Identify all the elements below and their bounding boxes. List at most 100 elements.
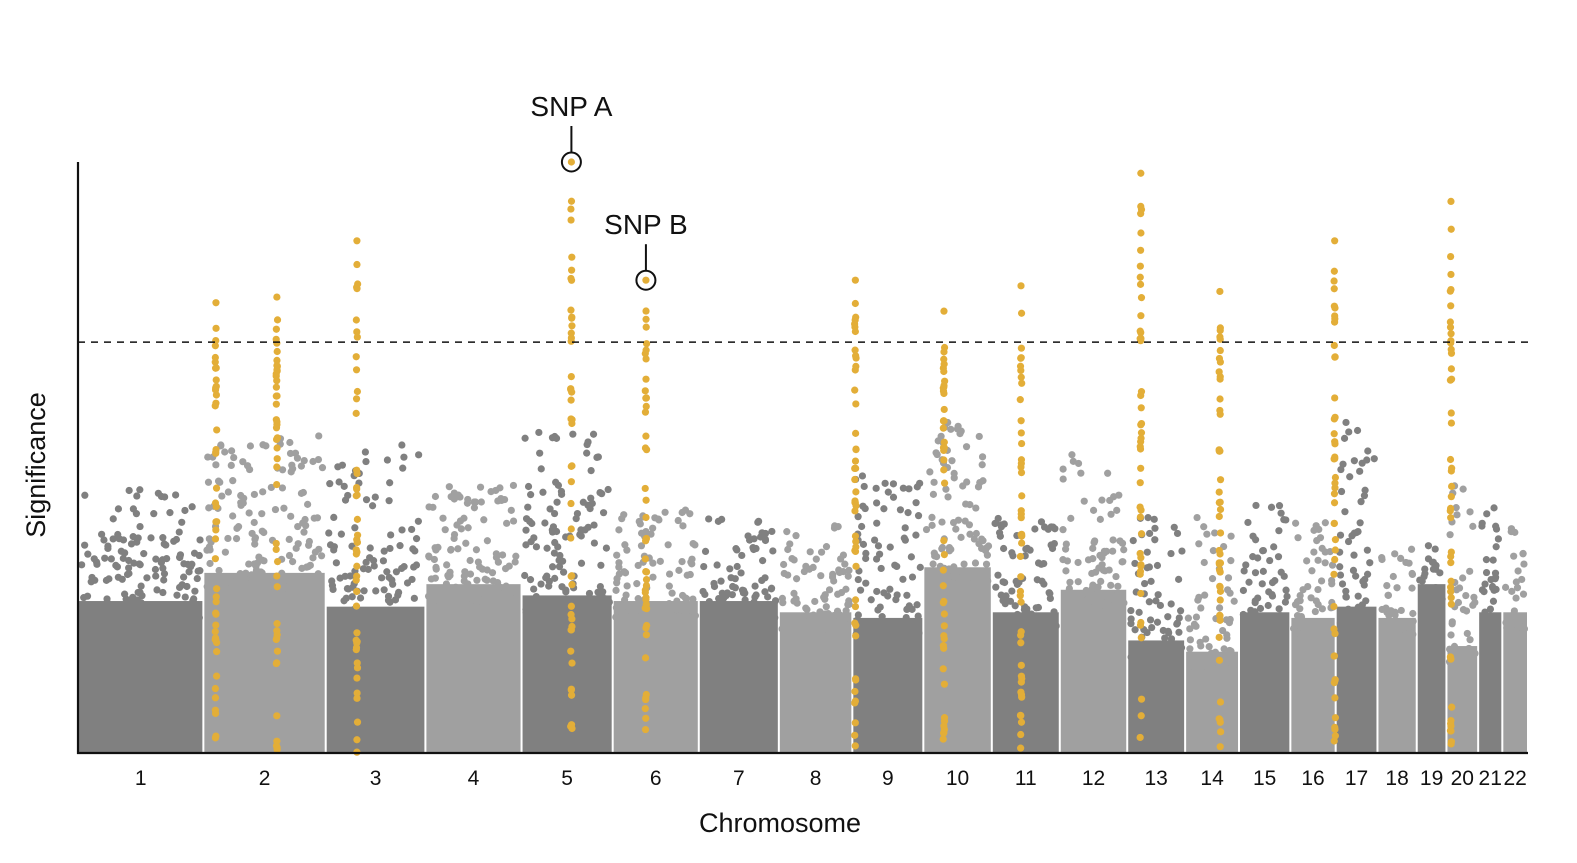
snp-point [537, 607, 545, 616]
snp-point [581, 526, 589, 534]
dense-snp-band [1240, 612, 1290, 753]
snp-point [744, 532, 752, 540]
hit-snp-point [1215, 488, 1223, 496]
snp-point [1468, 659, 1476, 667]
snp-point [139, 605, 148, 614]
hit-snp-point [642, 446, 651, 454]
snp-point [749, 544, 757, 552]
snp-point [891, 561, 899, 569]
hit-snp-point [353, 587, 361, 596]
snp-point [1068, 451, 1076, 459]
snp-point [316, 572, 324, 580]
hit-snp-point [939, 566, 947, 574]
hit-snp-point [1447, 302, 1455, 310]
snp-point [1453, 656, 1462, 665]
snp-point [1313, 536, 1321, 545]
snp-point [887, 630, 895, 638]
hit-snp-point [851, 386, 859, 394]
snp-point [889, 480, 898, 488]
snp-point [527, 491, 535, 499]
snp-point [1135, 608, 1143, 616]
snp-point [664, 541, 672, 549]
snp-point [949, 518, 958, 527]
snp-point [188, 560, 196, 568]
snp-point [415, 451, 423, 459]
snp-point [205, 535, 213, 543]
snp-point [699, 587, 707, 596]
annotation-marker-circle [635, 269, 657, 291]
snp-point [206, 559, 214, 568]
hit-snp-point [940, 610, 948, 618]
snp-point [462, 539, 470, 547]
snp-point [1104, 600, 1112, 608]
hit-snp-point [567, 276, 576, 284]
snp-point [1494, 535, 1502, 543]
hit-snp-point [1331, 438, 1339, 446]
snp-point [194, 567, 202, 575]
snp-point [435, 596, 443, 605]
snp-point [1175, 575, 1183, 583]
hit-snp-point [939, 642, 947, 650]
snp-point [1098, 561, 1106, 569]
snp-point [1317, 630, 1325, 639]
hit-snp-point [567, 396, 575, 404]
snp-point [1338, 580, 1347, 588]
snp-point [1254, 554, 1262, 562]
snp-point [1131, 559, 1139, 568]
snp-point [442, 580, 451, 588]
snp-point [1378, 605, 1386, 614]
snp-point [710, 582, 719, 591]
snp-point [759, 557, 767, 565]
snp-point [119, 554, 127, 562]
hit-snp-point [272, 370, 280, 378]
snp-point [1268, 590, 1276, 599]
hit-snp-point [1447, 225, 1455, 233]
hit-snp-point [1017, 309, 1026, 317]
chromosome-19-points [1416, 542, 1446, 753]
hit-snp-point [1331, 725, 1339, 733]
snp-point [978, 461, 986, 469]
snp-point [1356, 519, 1364, 527]
snp-point [1357, 498, 1365, 506]
snp-point [1520, 560, 1528, 568]
snp-point [136, 522, 144, 531]
snp-point [1146, 529, 1154, 538]
hit-snp-point [352, 636, 360, 644]
x-tick-label: 13 [1145, 767, 1168, 790]
chromosome-16-points [1289, 519, 1337, 753]
snp-point [77, 603, 86, 611]
chromosome-5-points [521, 428, 613, 753]
snp-point [1432, 584, 1440, 592]
snp-point [1471, 649, 1479, 658]
snp-point [1360, 581, 1368, 589]
hit-snp-point [353, 283, 361, 291]
hit-snp-point [1331, 555, 1339, 564]
snp-point [739, 589, 748, 597]
snp-point [236, 570, 244, 578]
snp-point [1109, 547, 1117, 555]
snp-point [1256, 604, 1265, 613]
hit-snp-point [1136, 273, 1144, 281]
snp-point [1113, 506, 1121, 514]
snp-point [873, 499, 881, 507]
snp-point [1336, 619, 1344, 627]
hit-snp-point [1216, 410, 1224, 418]
snp-point [717, 577, 725, 585]
snp-point [464, 524, 472, 532]
snp-point [336, 574, 344, 582]
snp-point [1150, 515, 1158, 523]
snp-point [337, 530, 345, 538]
hit-snp-point [1017, 661, 1025, 669]
hit-snp-point [940, 307, 948, 315]
snp-point [643, 612, 651, 620]
snp-point [309, 554, 317, 562]
snp-point [900, 534, 908, 542]
hit-snp-point [352, 492, 360, 500]
hit-snp-point [1017, 744, 1025, 752]
snp-point [477, 498, 485, 506]
snp-point [251, 534, 260, 542]
snp-point [983, 551, 992, 559]
snp-point [1348, 532, 1356, 540]
snp-point [752, 591, 760, 599]
snp-point [129, 533, 137, 541]
